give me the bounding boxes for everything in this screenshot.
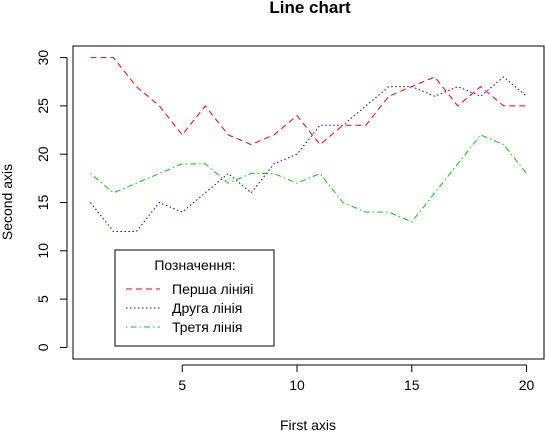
series-line-2 bbox=[90, 76, 527, 232]
y-tick-label: 5 bbox=[35, 295, 51, 303]
x-tick-label: 15 bbox=[404, 377, 420, 393]
y-tick-label: 20 bbox=[35, 146, 51, 162]
plot-area-frame bbox=[72, 45, 545, 360]
legend-title: Позначення: bbox=[154, 257, 235, 273]
series-layer bbox=[90, 57, 527, 232]
y-axis-title: Second axis bbox=[0, 164, 15, 240]
y-tick-label: 10 bbox=[35, 243, 51, 259]
y-tick-label: 30 bbox=[35, 50, 51, 66]
legend-label-2: Друга лінія bbox=[172, 300, 242, 316]
y-tick-label: 25 bbox=[35, 98, 51, 114]
x-tick-label: 5 bbox=[178, 377, 186, 393]
series-line-1 bbox=[90, 57, 527, 146]
x-axis-title: First axis bbox=[280, 417, 336, 431]
x-tick-label: 10 bbox=[289, 377, 305, 393]
legend: Позначення: Перша лініяі Друга лінія Третя… bbox=[114, 249, 275, 347]
legend-box bbox=[114, 249, 275, 347]
legend-label-1: Перша лініяі bbox=[172, 281, 253, 297]
chart-title: Line chart bbox=[269, 0, 351, 17]
y-tick-label: 15 bbox=[35, 195, 51, 211]
series-line-3 bbox=[90, 134, 527, 223]
legend-label-3: Третя лінія bbox=[172, 319, 242, 335]
y-axis: 0 5 10 15 20 25 30 bbox=[35, 50, 68, 351]
x-tick-label: 20 bbox=[519, 377, 535, 393]
x-axis: 5 10 15 20 bbox=[178, 364, 535, 393]
y-tick-label: 0 bbox=[35, 343, 51, 351]
